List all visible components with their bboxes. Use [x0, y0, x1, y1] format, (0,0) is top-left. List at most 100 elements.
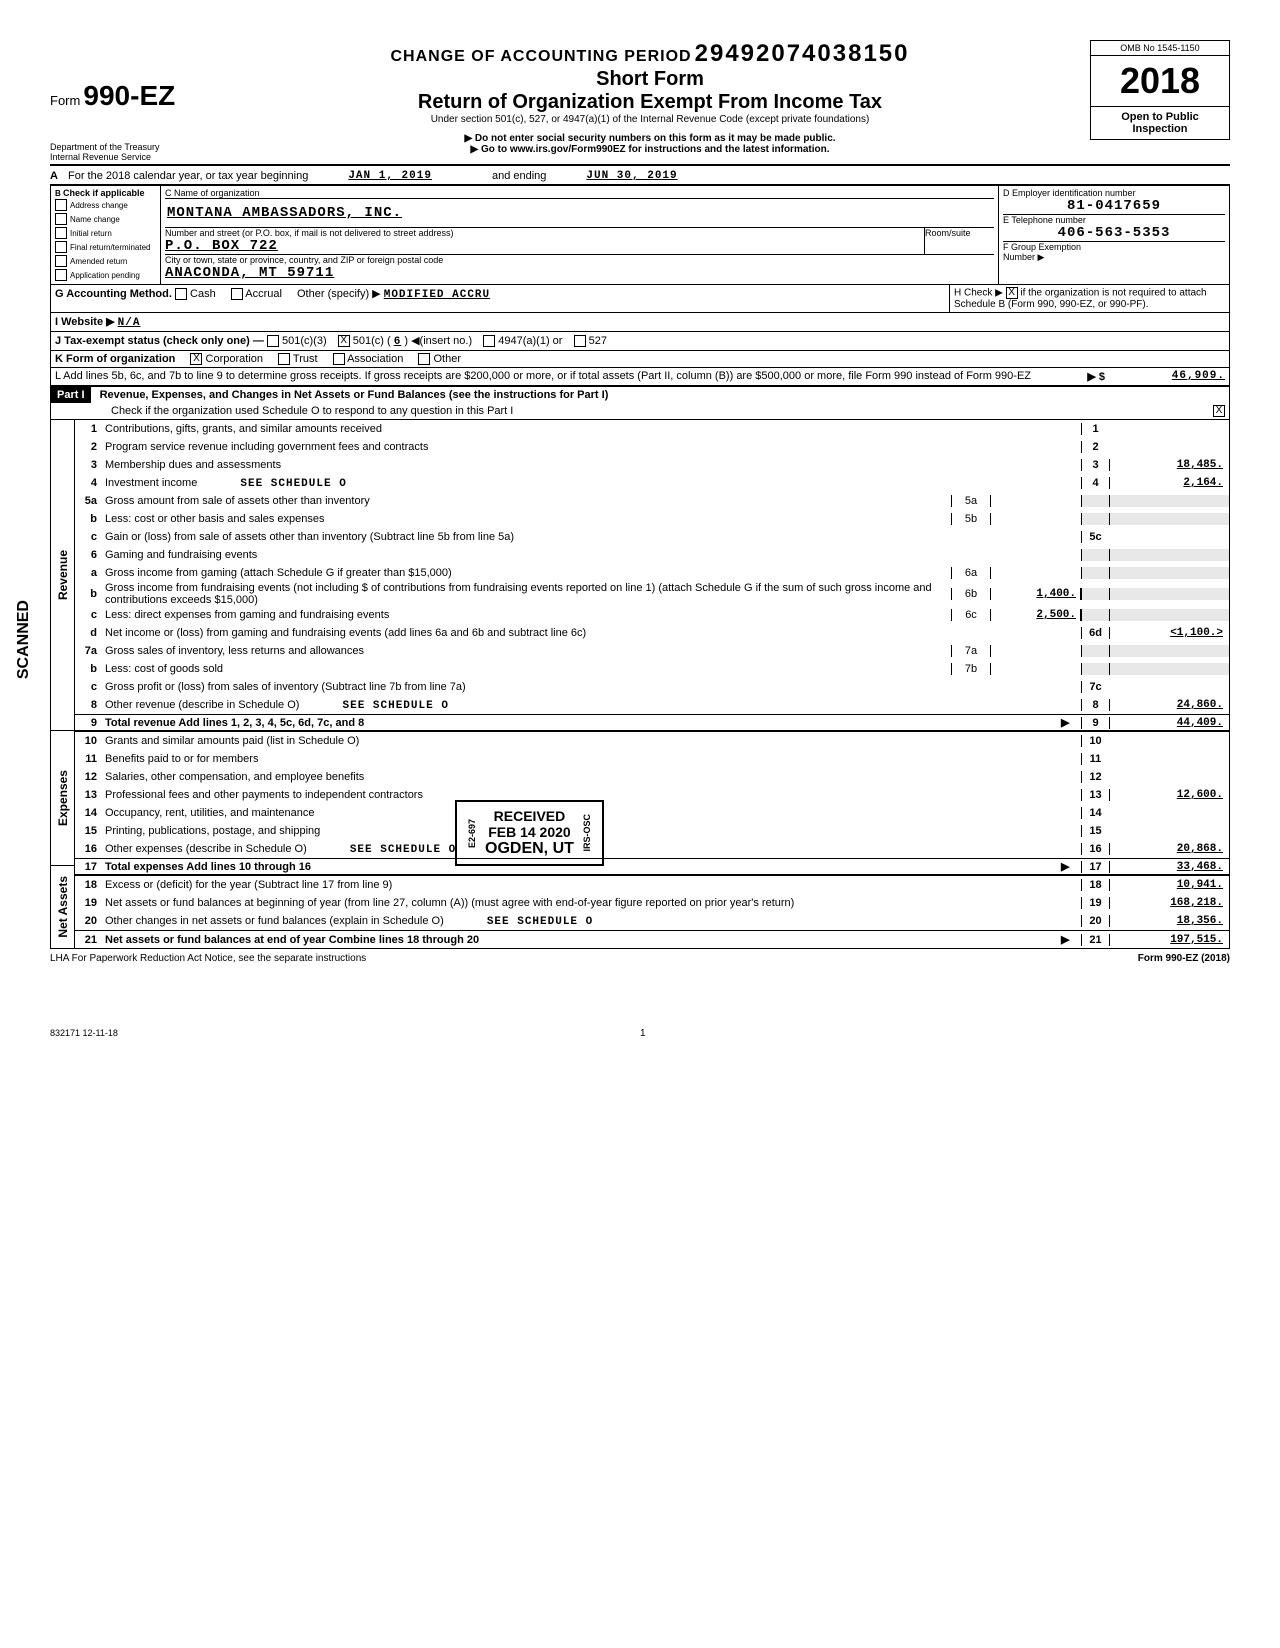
netassets-label: Net Assets — [56, 876, 70, 938]
line-19: 19Net assets or fund balances at beginni… — [75, 894, 1229, 912]
row-gh: G Accounting Method. Cash Accrual Other … — [50, 285, 1230, 313]
part1-grid: SCANNED Revenue Expenses Net Assets E2-6… — [50, 420, 1230, 949]
form-ref: Form 990-EZ (2018) — [1138, 953, 1230, 964]
corp-checkbox[interactable]: X — [190, 353, 202, 365]
line-10: 10Grants and similar amounts paid (list … — [75, 732, 1229, 750]
ein-label: D Employer identification number — [1003, 188, 1225, 198]
part1-title: Revenue, Expenses, and Changes in Net As… — [94, 389, 609, 401]
line-4: 4Investment income SEE SCHEDULE O42,164. — [75, 474, 1229, 492]
footer: LHA For Paperwork Reduction Act Notice, … — [50, 953, 1230, 964]
line-11: 11Benefits paid to or for members11 — [75, 750, 1229, 768]
line-d: dNet income or (loss) from gaming and fu… — [75, 624, 1229, 642]
period-mid: and ending — [492, 170, 546, 182]
dln: 29492074038150 — [695, 40, 910, 67]
group-exempt-label: F Group Exemption — [1003, 242, 1225, 252]
tax-year: 2018 — [1091, 56, 1229, 106]
group-exempt-number: Number ▶ — [1003, 252, 1225, 263]
line-b: bLess: cost or other basis and sales exp… — [75, 510, 1229, 528]
period-end: JUN 30, 2019 — [586, 170, 677, 182]
form-header: Form 990-EZ Department of the Treasury I… — [50, 40, 1230, 162]
period-label: For the 2018 calendar year, or tax year … — [68, 170, 308, 182]
period-begin: JAN 1, 2019 — [348, 170, 432, 182]
line-15: 15Printing, publications, postage, and s… — [75, 822, 1229, 840]
gross-receipts: 46,909. — [1105, 370, 1225, 383]
line-8: 8Other revenue (describe in Schedule O) … — [75, 696, 1229, 714]
year-box: OMB No 1545-1150 2018 Open to Public Ins… — [1090, 40, 1230, 140]
main-title: Return of Organization Exempt From Incom… — [210, 91, 1090, 114]
expenses-label: Expenses — [56, 770, 70, 826]
entity-info-grid: B Check if applicable Address change Nam… — [50, 185, 1230, 285]
warn-url: ▶ Go to www.irs.gov/Form990EZ for instru… — [210, 144, 1090, 155]
assoc-checkbox[interactable] — [333, 353, 345, 365]
h-check-label: H Check ▶ — [954, 288, 1003, 299]
scanned-stamp: SCANNED — [15, 600, 33, 679]
block-def: D Employer identification number 81-0417… — [999, 186, 1229, 284]
trust-checkbox[interactable] — [278, 353, 290, 365]
row-j: J Tax-exempt status (check only one) — 5… — [50, 332, 1230, 351]
line-21: 21Net assets or fund balances at end of … — [75, 930, 1229, 948]
501c-insert: 6 — [394, 336, 402, 348]
lha-notice: LHA For Paperwork Reduction Act Notice, … — [50, 953, 366, 964]
phone-label: E Telephone number — [1003, 215, 1225, 225]
row-l-text: L Add lines 5b, 6c, and 7b to line 9 to … — [55, 370, 1045, 383]
line-3: 3Membership dues and assessments318,485. — [75, 456, 1229, 474]
line-a: aGross income from gaming (attach Schedu… — [75, 564, 1229, 582]
block-b: B Check if applicable Address change Nam… — [51, 186, 161, 284]
phone: 406-563-5353 — [1003, 225, 1225, 241]
line-18: 18Excess or (deficit) for the year (Subt… — [75, 876, 1229, 894]
line-20: 20Other changes in net assets or fund ba… — [75, 912, 1229, 930]
other-org-checkbox[interactable] — [418, 353, 430, 365]
line-9: 9Total revenue Add lines 1, 2, 3, 4, 5c,… — [75, 714, 1229, 732]
page-number: 1 — [640, 1028, 646, 1039]
line-b: bGross income from fundraising events (n… — [75, 582, 1229, 606]
4947-checkbox[interactable] — [483, 335, 495, 347]
org-addr: P.O. BOX 722 — [165, 238, 924, 254]
line-5a: 5aGross amount from sale of assets other… — [75, 492, 1229, 510]
row-a-period: A For the 2018 calendar year, or tax yea… — [50, 168, 1230, 185]
website: N/A — [118, 317, 141, 329]
accounting-other: MODIFIED ACCRU — [384, 289, 490, 301]
part1-header: Part I Revenue, Expenses, and Changes in… — [50, 387, 1230, 420]
line-17: 17Total expenses Add lines 10 through 16… — [75, 858, 1229, 876]
dept-treasury: Department of the Treasury — [50, 142, 210, 152]
row-l-arrow: ▶ $ — [1045, 370, 1105, 383]
line-6: 6Gaming and fundraising events — [75, 546, 1229, 564]
line-c: cLess: direct expenses from gaming and f… — [75, 606, 1229, 624]
cash-checkbox[interactable] — [175, 288, 187, 300]
omb-number: OMB No 1545-1150 — [1091, 41, 1229, 56]
line-13: 13Professional fees and other payments t… — [75, 786, 1229, 804]
accrual-checkbox[interactable] — [231, 288, 243, 300]
schedule-b-checkbox[interactable]: X — [1006, 287, 1018, 299]
received-stamp: E2-697 RECEIVED FEB 14 2020 OGDEN, UT IR… — [455, 800, 604, 866]
org-name: MONTANA AMBASSADORS, INC. — [165, 199, 994, 228]
schedule-o-checkbox[interactable]: X — [1213, 405, 1225, 417]
accounting-method-label: G Accounting Method. — [55, 288, 172, 300]
line-1: 1Contributions, gifts, grants, and simil… — [75, 420, 1229, 438]
line-c: cGain or (loss) from sale of assets othe… — [75, 528, 1229, 546]
warn-ssn: ▶ Do not enter social security numbers o… — [210, 133, 1090, 144]
short-form-label: Short Form — [210, 68, 1090, 91]
row-i: I Website ▶ N/A — [50, 313, 1230, 332]
line-b: bLess: cost of goods sold7b — [75, 660, 1229, 678]
501c3-checkbox[interactable] — [267, 335, 279, 347]
org-name-label: C Name of organization — [165, 188, 994, 199]
dept-irs: Internal Revenue Service — [50, 152, 210, 162]
subtitle: Under section 501(c), 527, or 4947(a)(1)… — [210, 114, 1090, 125]
print-code: 832171 12-11-18 — [50, 1028, 118, 1038]
line-2: 2Program service revenue including gover… — [75, 438, 1229, 456]
change-period: CHANGE OF ACCOUNTING PERIOD — [390, 48, 691, 65]
revenue-label: Revenue — [56, 550, 70, 600]
row-l: L Add lines 5b, 6c, and 7b to line 9 to … — [50, 368, 1230, 387]
room-label: Room/suite — [924, 228, 994, 254]
527-checkbox[interactable] — [574, 335, 586, 347]
city-label: City or town, state or province, country… — [165, 255, 994, 265]
501c-checkbox[interactable]: X — [338, 335, 350, 347]
part1-check-text: Check if the organization used Schedule … — [111, 405, 1213, 417]
part1-label: Part I — [51, 387, 91, 403]
form-number: Form 990-EZ — [50, 80, 210, 112]
public-inspection: Open to Public Inspection — [1091, 106, 1229, 139]
addr-label: Number and street (or P.O. box, if mail … — [165, 228, 924, 238]
line-7a: 7aGross sales of inventory, less returns… — [75, 642, 1229, 660]
org-city: ANACONDA, MT 59711 — [165, 265, 994, 281]
line-12: 12Salaries, other compensation, and empl… — [75, 768, 1229, 786]
